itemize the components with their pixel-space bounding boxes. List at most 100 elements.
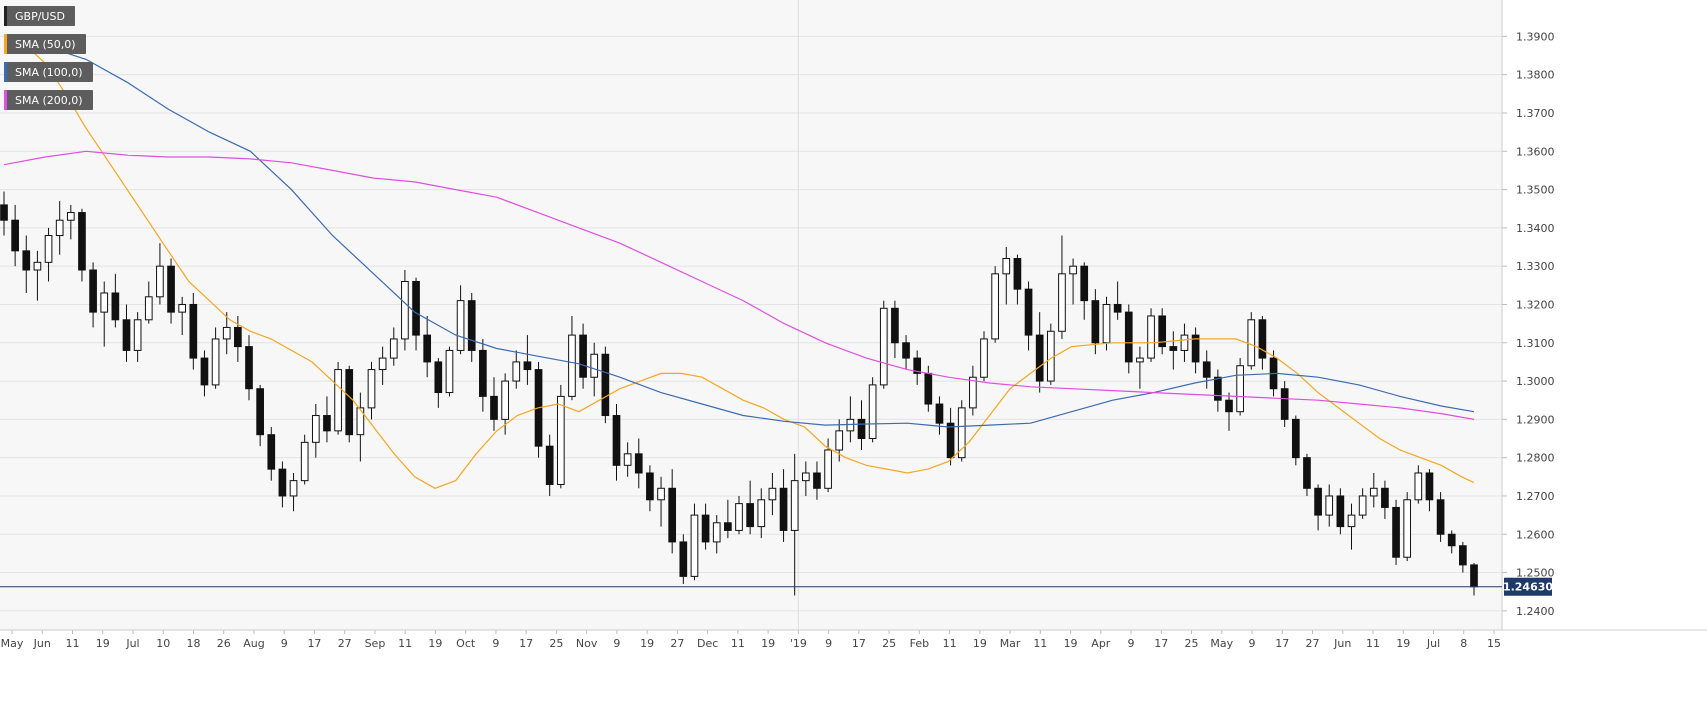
x-tick-label: 17: [519, 637, 533, 650]
candle-down: [902, 342, 910, 359]
candle-up: [657, 487, 665, 501]
candle-up: [1002, 258, 1011, 275]
x-tick-label: 19: [1396, 637, 1410, 650]
x-tick-label: 19: [96, 637, 110, 650]
candle-down: [267, 434, 276, 470]
candle-down: [234, 326, 242, 348]
candle-up: [156, 265, 164, 298]
candle-up: [289, 480, 298, 497]
candle-up: [712, 522, 721, 543]
x-tick-label: Feb: [910, 637, 929, 650]
candle-up: [969, 376, 977, 409]
x-tick-label: 25: [1185, 637, 1199, 650]
candle-up: [1414, 472, 1423, 501]
y-tick-label: 1.3800: [1516, 69, 1555, 82]
candle-down: [467, 300, 476, 351]
legend-label: SMA (50,0): [15, 37, 76, 51]
candle-up: [334, 369, 342, 432]
candle-down: [323, 415, 331, 432]
x-tick-label: 9: [613, 637, 620, 650]
candle-up: [1403, 499, 1412, 558]
legend-label: SMA (100,0): [15, 65, 83, 79]
y-tick-label: 1.3400: [1516, 222, 1555, 235]
candle-down: [612, 415, 621, 466]
x-tick-label: 11: [398, 637, 412, 650]
candle-up: [1369, 487, 1378, 497]
x-tick-label: 27: [670, 637, 684, 650]
candle-down: [891, 307, 899, 344]
candle-down: [1202, 361, 1211, 378]
candle-down: [1124, 311, 1133, 363]
candle-up: [1058, 273, 1066, 332]
candle-down: [1436, 499, 1445, 535]
candle-up: [211, 338, 220, 386]
candle-down: [1392, 506, 1400, 558]
candle-down: [256, 388, 264, 436]
x-tick-label: 9: [1249, 637, 1256, 650]
candles: [0, 191, 1478, 596]
candle-down: [1158, 315, 1167, 348]
legend-item-sma50[interactable]: SMA (50,0): [4, 34, 86, 54]
candle-up: [1358, 495, 1367, 516]
y-tick-label: 1.2700: [1516, 490, 1555, 503]
y-tick-label: 1.2900: [1516, 413, 1555, 426]
candle-down: [857, 418, 866, 440]
candle-up: [568, 334, 576, 397]
x-tick-label: 11: [1366, 637, 1380, 650]
candle-up: [33, 261, 42, 271]
y-tick-label: 1.3500: [1516, 184, 1555, 197]
candle-up: [556, 395, 565, 485]
candle-up: [590, 353, 599, 378]
candle-up: [133, 319, 142, 351]
candle-down: [1291, 418, 1300, 459]
candle-down: [579, 334, 587, 378]
y-tick-label: 1.3300: [1516, 260, 1555, 273]
x-tick-label: Apr: [1091, 637, 1111, 650]
legend-item-gbpusd[interactable]: GBP/USD: [4, 6, 75, 26]
candle-down: [1314, 487, 1322, 516]
x-tick-label: Jun: [33, 637, 51, 650]
candle-up: [456, 300, 465, 351]
x-tick-label: 19: [1064, 637, 1078, 650]
candle-down: [1024, 288, 1033, 336]
x-tick-label: 19: [640, 637, 654, 650]
candle-down: [701, 514, 710, 543]
candle-down: [11, 219, 19, 252]
candle-down: [1447, 533, 1456, 547]
candle-down: [89, 269, 97, 313]
legend-item-sma200[interactable]: SMA (200,0): [4, 90, 93, 110]
candle-up: [801, 472, 810, 482]
legend-swatch-sma200: [4, 90, 7, 110]
candle-up: [311, 415, 320, 443]
x-tick-label: 8: [1460, 637, 1467, 650]
x-tick-label: 19: [428, 637, 442, 650]
legend-swatch-gbpusd: [4, 6, 7, 26]
sma-line-sma-100-0-: [3, 39, 1475, 428]
legend-item-sma100[interactable]: SMA (100,0): [4, 62, 93, 82]
candle-up: [378, 357, 387, 371]
candle-down: [1113, 303, 1122, 313]
x-tick-label: 17: [307, 637, 321, 650]
legend: GBP/USD SMA (50,0) SMA (100,0) SMA (200,…: [4, 6, 93, 118]
x-tick-label: 27: [1306, 637, 1320, 650]
candle-down: [946, 422, 955, 459]
x-tick-label: 9: [492, 637, 499, 650]
candle-down: [22, 250, 31, 271]
candle-down: [167, 265, 175, 313]
candle-down: [523, 361, 532, 371]
sma-line-sma-50-0-: [3, 39, 1475, 489]
x-tick-label: 10: [156, 637, 170, 650]
x-tick-label: 9: [1128, 637, 1135, 650]
x-tick-label: Jun: [1333, 637, 1351, 650]
candle-down: [189, 303, 198, 359]
x-tick-label: 9: [825, 637, 832, 650]
candle-down: [1381, 487, 1389, 508]
candle-up: [401, 280, 409, 340]
x-tick-label: May: [1, 637, 24, 650]
candle-down: [1336, 495, 1345, 528]
candle-down: [679, 541, 688, 577]
candle-down: [479, 349, 487, 397]
y-tick-label: 1.3100: [1516, 337, 1555, 350]
candle-down: [1080, 265, 1089, 302]
